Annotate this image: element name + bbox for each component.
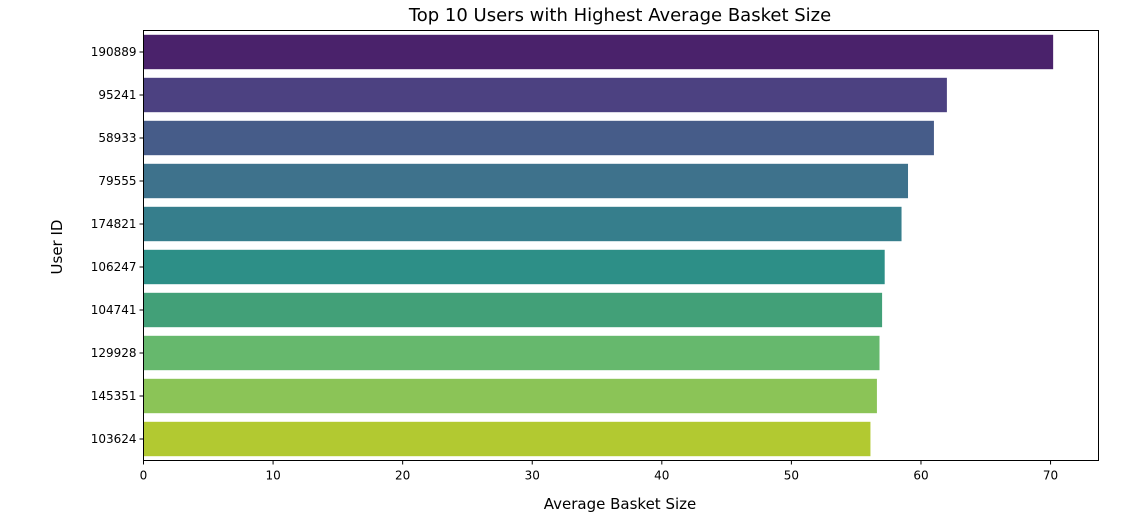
bar-79555 bbox=[143, 163, 909, 199]
y-tick-label: 174821 bbox=[91, 217, 137, 231]
x-tick-label: 0 bbox=[140, 469, 148, 483]
x-ticks-group: 0 10 20 30 40 50 60 70 bbox=[140, 460, 1058, 483]
bar-129928 bbox=[143, 335, 880, 371]
chart-title: Top 10 Users with Highest Average Basket… bbox=[408, 5, 831, 26]
x-axis-label: Average Basket Size bbox=[544, 495, 696, 513]
bar-104741 bbox=[143, 292, 883, 328]
x-tick-label: 30 bbox=[525, 469, 540, 483]
x-tick-label: 60 bbox=[913, 469, 928, 483]
bar-190889 bbox=[143, 34, 1054, 70]
y-tick-label: 103624 bbox=[91, 432, 137, 446]
y-tick-label: 106247 bbox=[91, 260, 137, 274]
x-tick-label: 40 bbox=[654, 469, 669, 483]
y-tick-label: 95241 bbox=[98, 88, 136, 102]
y-tick-label: 79555 bbox=[98, 174, 136, 188]
y-ticks-group: 190889 95241 58933 79555 174821 106247 104741 1… bbox=[91, 45, 144, 446]
bar-58933 bbox=[143, 120, 934, 156]
plot-frame bbox=[143, 30, 1099, 461]
bar-103624 bbox=[143, 421, 871, 457]
y-tick-label: 129928 bbox=[91, 346, 137, 360]
y-tick-label: 58933 bbox=[98, 131, 136, 145]
bar-106247 bbox=[143, 249, 885, 285]
bar-174821 bbox=[143, 206, 902, 242]
y-tick-label: 104741 bbox=[91, 303, 137, 317]
x-tick-label: 20 bbox=[395, 469, 410, 483]
y-axis-label: User ID bbox=[48, 220, 66, 275]
bar-145351 bbox=[143, 378, 877, 414]
bars-group bbox=[143, 34, 1054, 457]
y-tick-label: 145351 bbox=[91, 389, 137, 403]
x-tick-label: 50 bbox=[784, 469, 799, 483]
y-tick-label: 190889 bbox=[91, 45, 137, 59]
x-tick-label: 70 bbox=[1043, 469, 1058, 483]
x-tick-label: 10 bbox=[265, 469, 280, 483]
bar-95241 bbox=[143, 77, 947, 113]
